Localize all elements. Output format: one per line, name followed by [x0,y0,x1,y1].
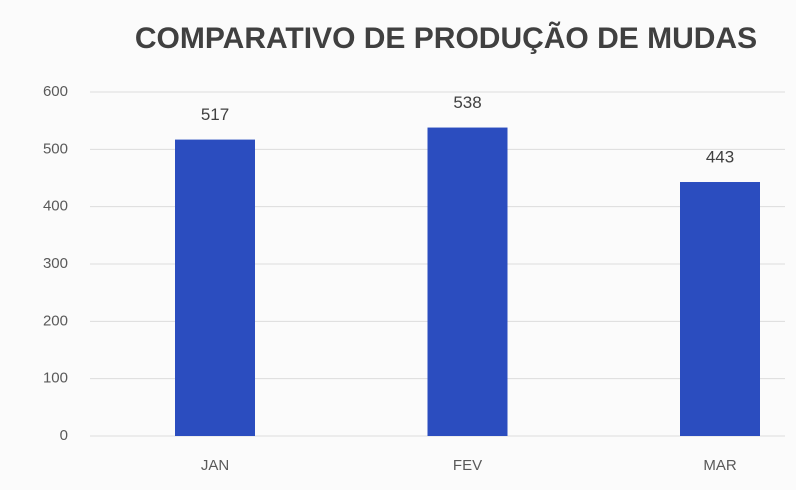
data-label: 538 [453,93,481,112]
data-label: 443 [706,147,734,166]
bar [175,139,255,436]
y-tick-label: 500 [43,140,68,157]
x-tick-label: FEV [453,457,482,474]
bar [680,182,760,436]
y-tick-label: 600 [43,83,68,100]
bar [427,127,508,437]
y-tick-label: 300 [43,255,68,272]
chart-title: COMPARATIVO DE PRODUÇÃO DE MUDAS [135,21,757,55]
y-tick-label: 0 [60,427,68,444]
y-tick-label: 200 [43,312,68,329]
y-tick-label: 400 [43,198,68,215]
y-tick-label: 100 [43,370,68,387]
data-label: 517 [201,105,229,124]
x-tick-label: JAN [201,457,229,474]
x-tick-label: MAR [703,457,737,474]
